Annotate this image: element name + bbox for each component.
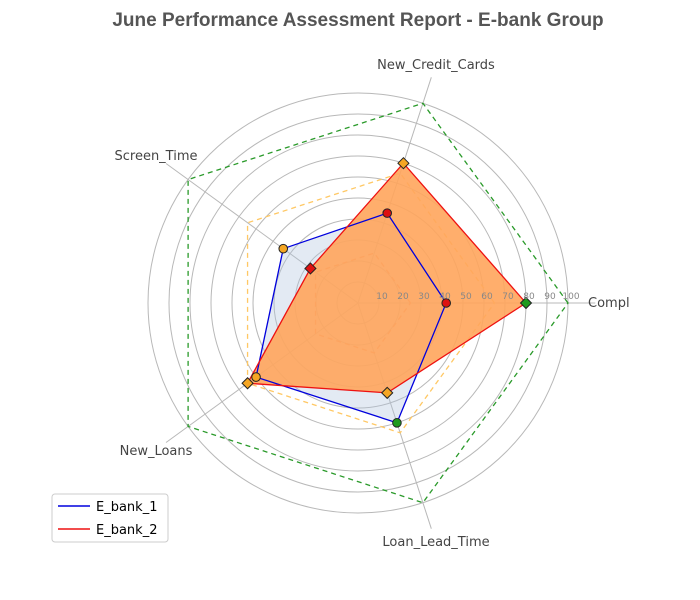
radial-tick-labels: 10 20 30 40 50 60 70 80 90 100 (376, 292, 580, 302)
tick-label-50: 50 (460, 292, 472, 302)
marker-e-bank-1-screen-time (278, 243, 289, 254)
series-area-e-bank-2 (247, 163, 526, 393)
axis-label-loan-lead-time: Loan_Lead_Time (382, 535, 489, 550)
axis-label-screen-time: Screen_Time (114, 149, 197, 164)
marker-e-bank-2-screen-time (304, 262, 317, 275)
tick-label-10: 10 (376, 292, 388, 302)
tick-label-60: 60 (481, 292, 493, 302)
marker-e-bank-2-loan-lead-time (380, 386, 394, 400)
axis-label-new-credit-cards: New_Credit_Cards (377, 58, 495, 73)
marker-e-bank-2-new-credit-cards (397, 156, 410, 170)
tick-label-20: 20 (397, 292, 409, 302)
marker-e-bank-1-loan-lead-time (392, 418, 402, 428)
tick-label-70: 70 (502, 292, 514, 302)
tick-label-40: 40 (439, 292, 451, 302)
series-line-e-bank-2 (246, 162, 527, 394)
axis-label-compl: Compl (588, 296, 630, 311)
marker-e-bank-2-compl (519, 296, 533, 310)
marker-e-bank-1-new-loans (251, 372, 261, 382)
tick-label-80: 80 (523, 292, 535, 302)
marker-e-bank-1-new-credit-cards (382, 208, 393, 218)
series-layer (241, 156, 533, 428)
reference-polygon-0 (187, 102, 569, 504)
reference-polygon-1 (246, 172, 496, 434)
legend-label-e-bank-2: E_bank_2 (96, 523, 157, 538)
axis-labels: Compl New_Credit_Cards Screen_Time New_Loan… (114, 58, 629, 550)
series-line-e-bank-1 (255, 212, 447, 424)
tick-label-30: 30 (418, 292, 430, 302)
legend: E_bank_1 E_bank_2 (51, 493, 169, 543)
tick-label-100: 100 (562, 292, 579, 302)
legend-label-e-bank-1: E_bank_1 (96, 500, 157, 515)
chart-title: June Performance Assessment Report - E-b… (112, 10, 603, 31)
tick-label-90: 90 (544, 292, 556, 302)
marker-e-bank-1-compl (441, 298, 452, 308)
axis-label-new-loans: New_Loans (120, 444, 193, 459)
marker-e-bank-2-new-loans (241, 377, 254, 390)
